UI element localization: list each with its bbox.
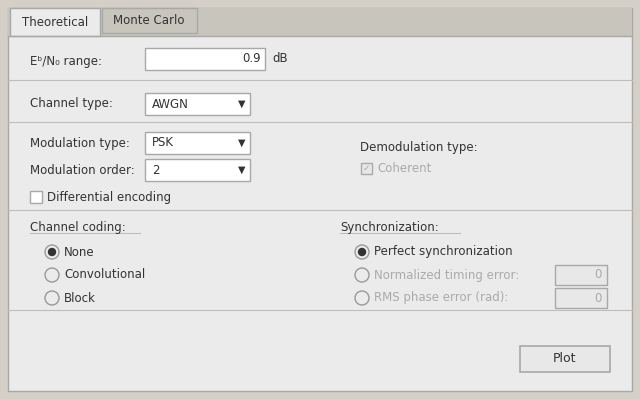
Text: ▼: ▼ — [238, 165, 246, 175]
Text: Demodulation type:: Demodulation type: — [360, 142, 477, 154]
Text: Channel type:: Channel type: — [30, 97, 113, 111]
Bar — [145, 93, 250, 115]
Text: ▼: ▼ — [238, 138, 246, 148]
Bar — [361, 163, 372, 174]
Text: Eᵇ/N₀ range:: Eᵇ/N₀ range: — [30, 55, 102, 69]
Text: ▼: ▼ — [238, 99, 246, 109]
Text: Monte Carlo: Monte Carlo — [113, 14, 185, 28]
Text: 0.9: 0.9 — [243, 53, 261, 65]
Text: Differential encoding: Differential encoding — [47, 190, 171, 203]
Bar — [145, 48, 265, 70]
Text: Perfect synchronization: Perfect synchronization — [374, 245, 513, 259]
Circle shape — [49, 249, 56, 255]
Circle shape — [358, 249, 365, 255]
Text: AWGN: AWGN — [152, 97, 189, 111]
Bar — [10, 8, 100, 36]
Text: Synchronization:: Synchronization: — [340, 221, 439, 235]
Text: Block: Block — [64, 292, 96, 304]
Text: 2: 2 — [152, 164, 159, 176]
Bar — [30, 191, 42, 203]
Text: Plot: Plot — [553, 352, 577, 365]
Bar — [145, 159, 250, 181]
Bar — [102, 8, 197, 33]
Text: None: None — [64, 245, 95, 259]
Text: RMS phase error (rad):: RMS phase error (rad): — [374, 292, 508, 304]
Bar — [145, 132, 250, 154]
Text: Coherent: Coherent — [377, 162, 431, 174]
Bar — [555, 288, 607, 308]
Bar — [520, 346, 610, 372]
Text: dB: dB — [272, 53, 287, 65]
Text: PSK: PSK — [152, 136, 174, 150]
Text: 0: 0 — [595, 292, 602, 304]
Text: Modulation type:: Modulation type: — [30, 136, 130, 150]
Bar — [8, 8, 632, 36]
Text: Theoretical: Theoretical — [22, 16, 88, 28]
Bar — [555, 265, 607, 285]
Text: Modulation order:: Modulation order: — [30, 164, 135, 176]
Text: Normalized timing error:: Normalized timing error: — [374, 269, 519, 282]
Text: Channel coding:: Channel coding: — [30, 221, 125, 235]
Text: 0: 0 — [595, 269, 602, 282]
Text: Convolutional: Convolutional — [64, 269, 145, 282]
Text: ✓: ✓ — [363, 164, 371, 173]
